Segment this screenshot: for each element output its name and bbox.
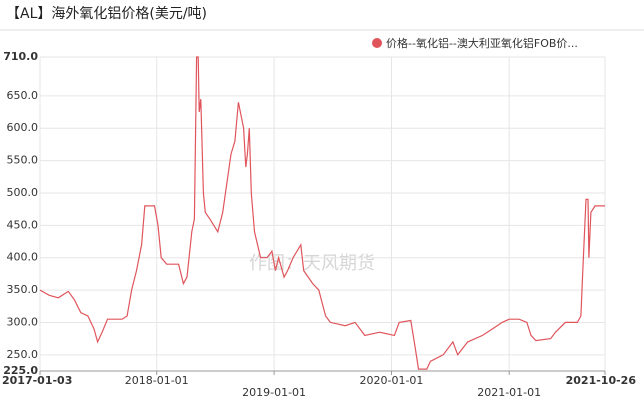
y-tick-label: 600.0: [7, 121, 39, 134]
x-tick-label: 2021-10-26: [566, 374, 637, 387]
y-tick-label: 450.0: [7, 218, 39, 231]
y-tick-label: 225.0: [3, 364, 38, 377]
y-tick-label: 710.0: [3, 50, 38, 63]
y-tick-label: 300.0: [7, 315, 39, 328]
y-tick-label: 400.0: [7, 251, 39, 264]
y-tick-label: 350.0: [7, 283, 39, 296]
x-tick-label: 2019-01-01: [242, 386, 306, 399]
series-line: [39, 56, 605, 370]
x-tick-label: 2018-01-01: [125, 374, 189, 387]
y-tick-label: 550.0: [7, 154, 39, 167]
watermark: 作图：天风期货: [249, 253, 375, 274]
x-tick-label: 2017-01-03: [2, 374, 72, 387]
x-tick-label: 2020-01-01: [360, 374, 424, 387]
y-tick-label: 500.0: [7, 186, 39, 199]
x-tick-label: 2021-01-01: [477, 386, 541, 399]
y-tick-label: 650.0: [7, 89, 39, 102]
chart-title: 【AL】海外氧化铝价格(美元/吨): [6, 6, 207, 22]
legend-label: 价格--氧化铝--澳大利亚氧化铝FOB价...: [386, 36, 578, 50]
legend-swatch: [372, 38, 382, 48]
y-tick-label: 250.0: [7, 348, 39, 361]
